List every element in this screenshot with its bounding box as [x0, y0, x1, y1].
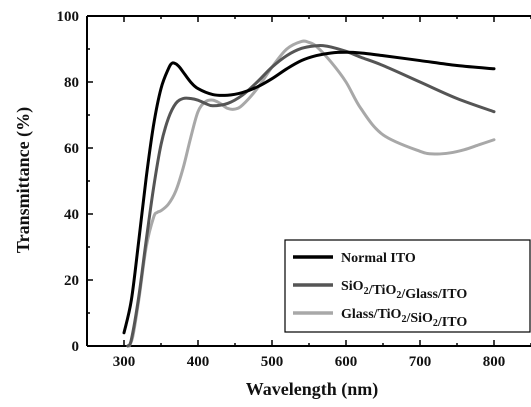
legend-label-part: Glass/TiO — [341, 307, 402, 322]
legend-label-part: /ITO — [437, 315, 467, 330]
x-tick-label: 400 — [187, 354, 210, 370]
legend-subscript: 2 — [396, 290, 401, 301]
x-tick-label: 300 — [113, 354, 136, 370]
series-line-1 — [122, 50, 496, 335]
x-axis-title: Wavelength (nm) — [246, 379, 379, 400]
legend-label-part: /TiO — [368, 283, 397, 298]
legend-label-part: /SiO — [405, 311, 433, 326]
y-tick-label: 20 — [64, 273, 79, 289]
legend-label: SiO2/TiO2/Glass/ITO — [341, 279, 467, 302]
legend-label-part: /Glass/ITO — [400, 287, 467, 302]
legend-label: Glass/TiO2/SiO2/ITO — [341, 307, 467, 330]
legend-subscript: 2 — [364, 286, 369, 297]
legend-label: Normal ITO — [341, 251, 416, 266]
legend-label-part: SiO — [341, 279, 364, 294]
y-tick-label: 80 — [64, 75, 79, 91]
series-line-3 — [127, 39, 496, 348]
y-axis-ticks: 0 20 40 60 80 100 — [57, 9, 93, 355]
y-tick-label: 100 — [57, 9, 80, 25]
x-tick-label: 800 — [483, 354, 506, 370]
legend-subscript: 2 — [401, 314, 406, 325]
x-tick-label: 600 — [335, 354, 358, 370]
legend-subscript: 2 — [433, 318, 438, 329]
x-tick-label: 700 — [409, 354, 432, 370]
y-tick-label: 40 — [64, 207, 79, 223]
x-tick-label: 500 — [261, 354, 284, 370]
series-lines — [122, 39, 496, 348]
legend-label-part: Normal ITO — [341, 251, 416, 266]
y-axis-title: Transmittance (%) — [13, 107, 34, 253]
y-tick-label: 0 — [72, 339, 80, 355]
legend: Normal ITOSiO2/TiO2/Glass/ITOGlass/TiO2/… — [284, 239, 531, 333]
x-axis-ticks: 300 400 500 600 700 800 — [86, 16, 531, 370]
y-tick-label: 60 — [64, 141, 79, 157]
series-line-2 — [126, 43, 496, 348]
